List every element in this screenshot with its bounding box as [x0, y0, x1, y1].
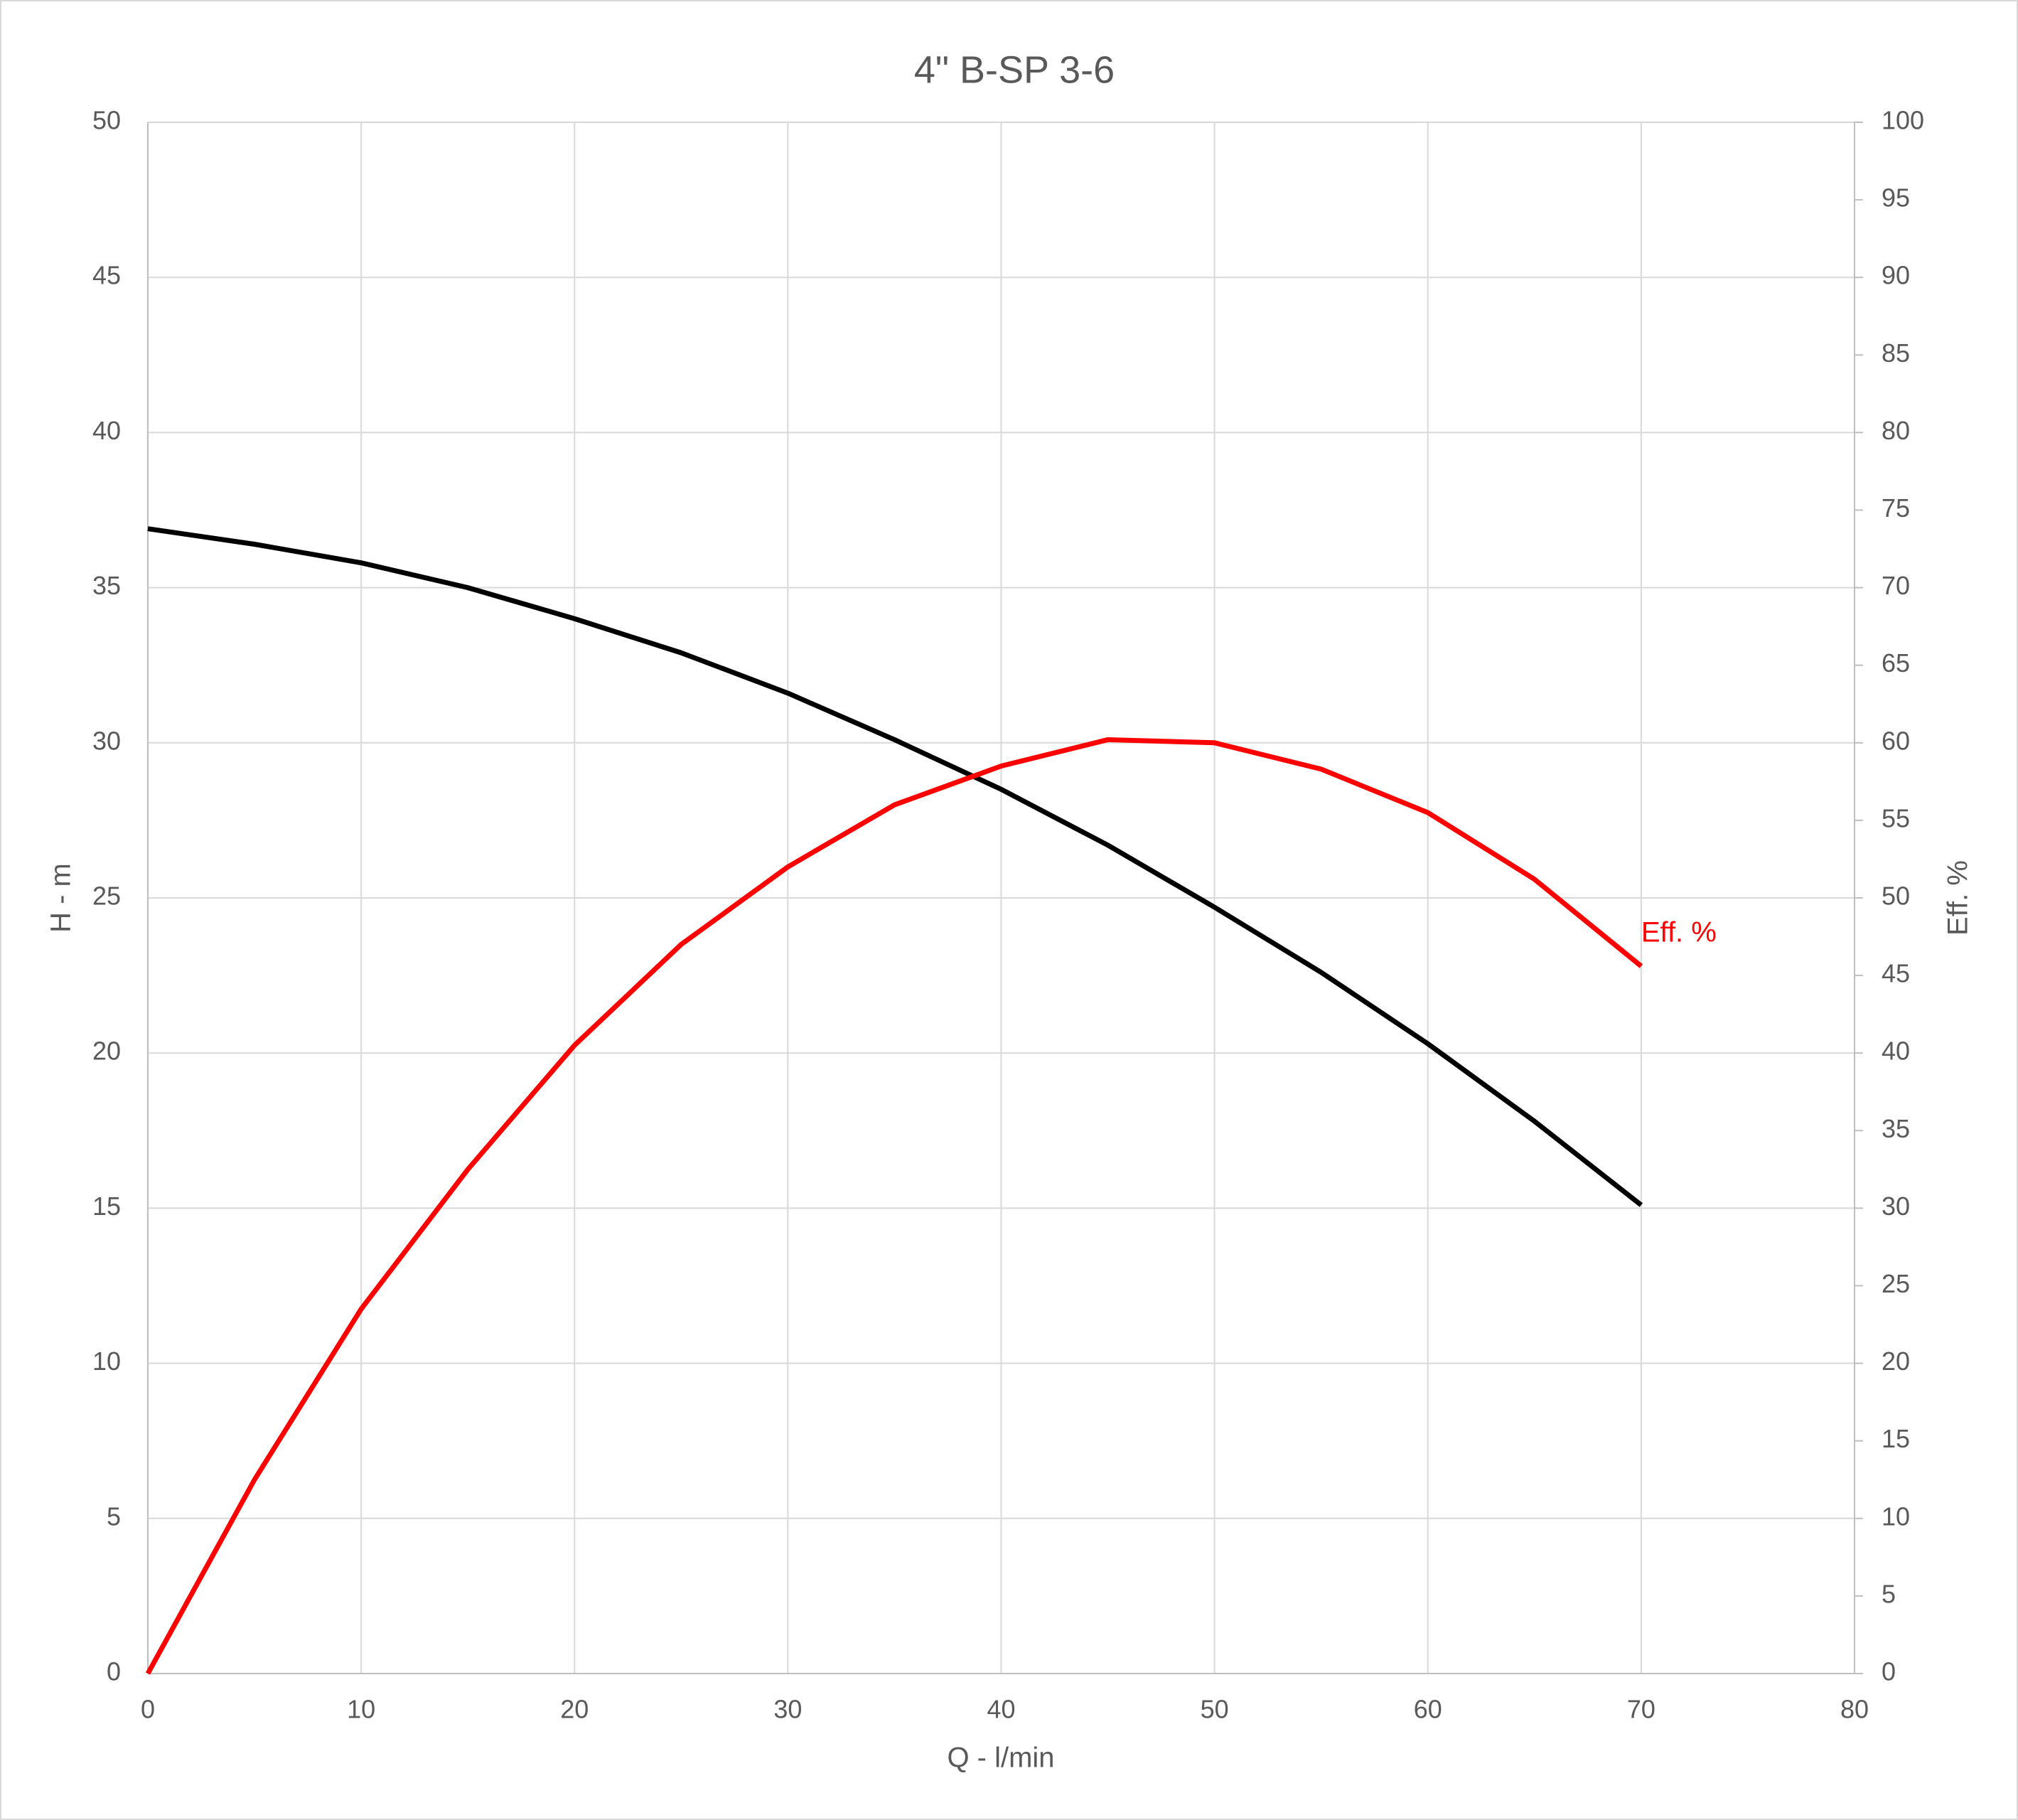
y2-tick-label: 65 — [1882, 648, 1910, 678]
x-tick-label: 70 — [1627, 1695, 1655, 1724]
y2-tick-label: 100 — [1882, 106, 1924, 135]
y-tick-label: 35 — [92, 571, 121, 600]
x-tick-label: 50 — [1201, 1695, 1229, 1724]
x-tick-label: 40 — [987, 1695, 1015, 1724]
x-axis-label: Q - l/min — [947, 1743, 1054, 1774]
y-tick-label: 0 — [107, 1657, 121, 1686]
y2-tick-label: 25 — [1882, 1269, 1910, 1298]
y2-tick-label: 50 — [1882, 882, 1910, 911]
y-tick-label: 30 — [92, 726, 121, 755]
y-tick-label: 25 — [92, 882, 121, 911]
y-axis-label: H - m — [45, 863, 77, 933]
x-tick-label: 0 — [141, 1695, 155, 1724]
y-tick-label: 50 — [92, 106, 121, 135]
y2-tick-label: 30 — [1882, 1192, 1910, 1221]
x-tick-label: 10 — [347, 1695, 375, 1724]
y2-tick-label: 80 — [1882, 416, 1910, 445]
y2-tick-label: 45 — [1882, 959, 1910, 988]
y-tick-label: 15 — [92, 1192, 121, 1221]
y2-tick-label: 40 — [1882, 1037, 1910, 1066]
y2-tick-label: 60 — [1882, 726, 1910, 755]
y2-tick-label: 20 — [1882, 1347, 1910, 1376]
y2-tick-label: 0 — [1882, 1657, 1896, 1686]
series-label: Eff. % — [1641, 917, 1717, 948]
y2-tick-label: 90 — [1882, 261, 1910, 290]
x-tick-label: 80 — [1840, 1695, 1869, 1724]
y2-tick-label: 75 — [1882, 493, 1910, 523]
chart-title: 4" B-SP 3-6 — [914, 48, 1115, 91]
y2-tick-label: 95 — [1882, 183, 1910, 213]
y2-axis-label: Eff. % — [1943, 860, 1974, 936]
y2-tick-label: 85 — [1882, 338, 1910, 368]
y-tick-label: 10 — [92, 1347, 121, 1376]
y2-tick-label: 10 — [1882, 1502, 1910, 1531]
series-line — [147, 526, 1643, 1207]
y-tick-label: 20 — [92, 1037, 121, 1066]
y-tick-label: 45 — [92, 261, 121, 290]
y2-tick-label: 55 — [1882, 803, 1910, 833]
x-tick-label: 60 — [1414, 1695, 1442, 1724]
x-tick-label: 30 — [773, 1695, 802, 1724]
y-tick-label: 40 — [92, 416, 121, 445]
y-tick-label: 5 — [107, 1502, 121, 1531]
series-line — [145, 737, 1643, 1675]
y2-tick-label: 15 — [1882, 1424, 1910, 1453]
y2-tick-label: 70 — [1882, 571, 1910, 600]
y2-tick-label: 5 — [1882, 1579, 1896, 1608]
y2-tick-label: 35 — [1882, 1114, 1910, 1143]
x-tick-label: 20 — [560, 1695, 589, 1724]
